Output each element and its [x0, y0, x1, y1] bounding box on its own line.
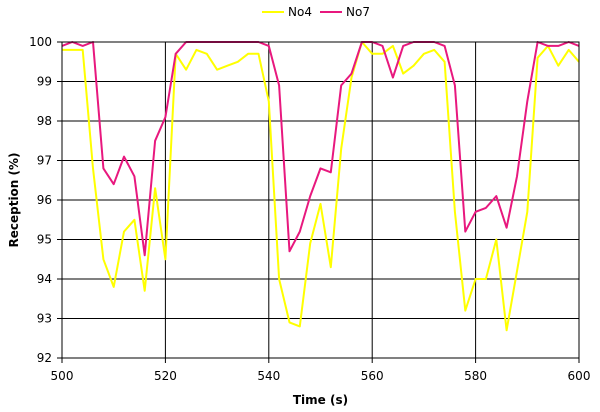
x-tick-label: 500 [51, 369, 74, 383]
y-tick-label: 95 [37, 233, 52, 247]
y-tick-label: 92 [37, 351, 52, 365]
x-tick-label: 600 [568, 369, 591, 383]
series-line-no7 [61, 41, 580, 257]
legend-item-no7: No7 [320, 5, 370, 19]
x-tick-label: 560 [361, 369, 384, 383]
y-axis-title: Reception (%) [7, 152, 21, 247]
legend-label: No7 [346, 5, 370, 19]
legend-item-no4: No4 [262, 5, 312, 19]
series-line-no4 [62, 41, 580, 332]
chart-legend: No4 No7 [262, 5, 370, 19]
y-tick-label: 94 [37, 272, 52, 286]
x-tick-label: 540 [257, 369, 280, 383]
y-tick-label: 96 [37, 193, 52, 207]
chart-series [61, 41, 580, 332]
y-tick-label: 99 [37, 75, 52, 89]
axis-tick-labels: 92 93 94 95 96 97 98 99 100 500 520 540 560 580 600 [29, 35, 590, 383]
y-tick-label: 97 [37, 154, 52, 168]
x-axis-title: Time (s) [293, 393, 348, 407]
y-tick-label: 93 [37, 312, 52, 326]
y-tick-label: 100 [29, 35, 52, 49]
x-tick-label: 520 [154, 369, 177, 383]
y-tick-label: 98 [37, 114, 52, 128]
x-tick-label: 580 [464, 369, 487, 383]
legend-label: No4 [288, 5, 312, 19]
chart-gridlines [61, 41, 580, 359]
